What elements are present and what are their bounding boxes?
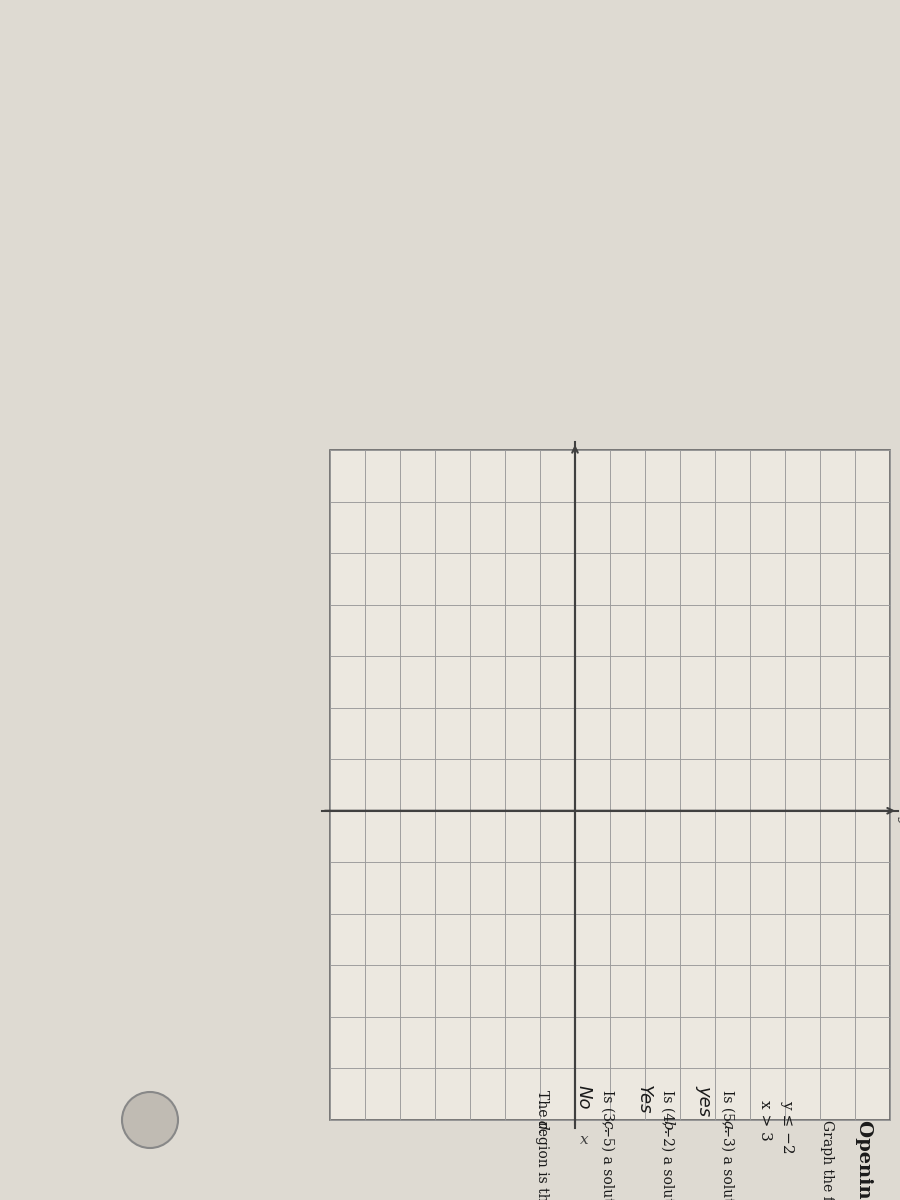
Text: No: No [575, 1085, 593, 1110]
Text: d.: d. [535, 1120, 549, 1135]
Text: Opening Exercise: Opening Exercise [855, 1120, 873, 1200]
Text: y: y [898, 816, 900, 824]
Text: b.: b. [660, 1120, 674, 1135]
Text: a.: a. [720, 1120, 734, 1134]
Bar [330, 450, 890, 1120]
Text: x > 3: x > 3 [758, 1100, 772, 1141]
Text: c.: c. [600, 1120, 614, 1133]
Text: Yes: Yes [635, 1085, 653, 1115]
Text: Is (5,−3) a solution?  Explain.: Is (5,−3) a solution? Explain. [720, 1090, 734, 1200]
Circle shape [122, 1092, 178, 1148]
Text: x: x [580, 1133, 589, 1147]
Text: The region is the intersection of how many half-planes?  Explain how you know.: The region is the intersection of how ma… [535, 1090, 549, 1200]
Text: y ≤ −2: y ≤ −2 [780, 1100, 794, 1153]
Text: Graph the following system of inequalities:: Graph the following system of inequaliti… [820, 1120, 834, 1200]
Text: yes: yes [695, 1085, 713, 1116]
Text: Is (3,−5) a solution?  Explain.: Is (3,−5) a solution? Explain. [600, 1090, 615, 1200]
Text: Is (4,−2) a solution?  Explain.: Is (4,−2) a solution? Explain. [660, 1090, 674, 1200]
